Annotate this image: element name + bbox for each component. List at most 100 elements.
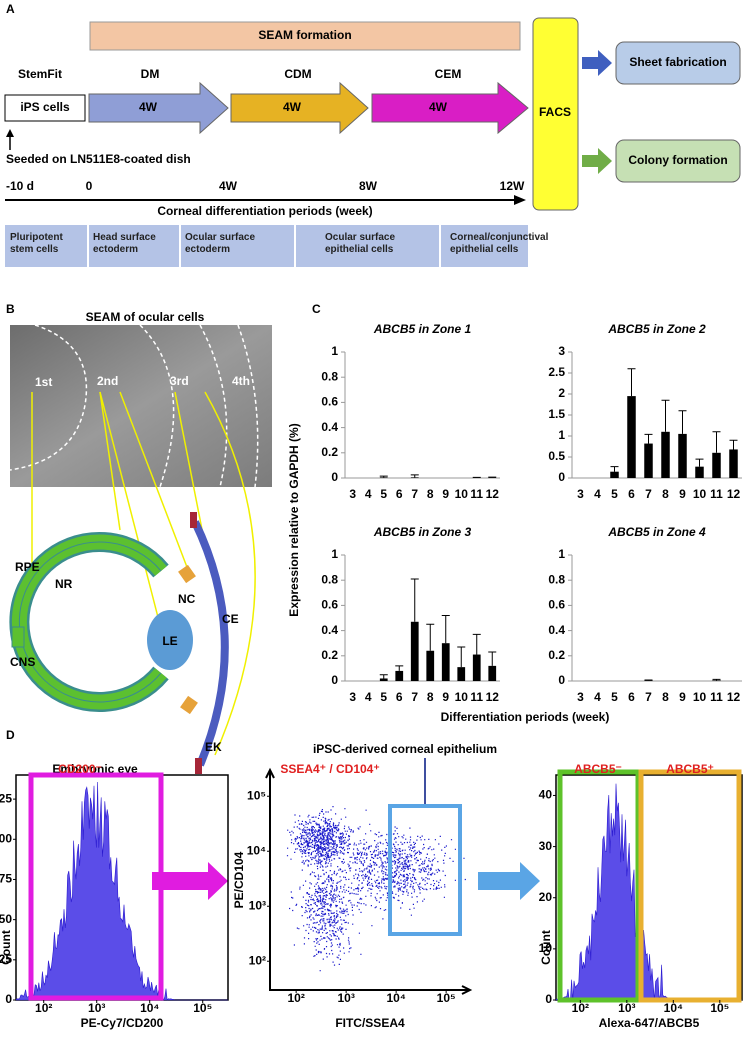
y-tick-label: 3 xyxy=(558,344,565,358)
bar xyxy=(457,667,466,681)
y-tick-label: 0.6 xyxy=(321,395,338,409)
y-axis-label: Count xyxy=(539,930,553,965)
y-tick-label: 2.5 xyxy=(548,365,565,379)
timeline-label: Corneal differentiation periods (week) xyxy=(157,204,372,218)
bar xyxy=(678,433,687,478)
x-tick-label: 10² xyxy=(35,1001,52,1015)
y-tick-label: 125 xyxy=(0,791,12,805)
x-tick-label: 11 xyxy=(470,487,483,501)
x-tick-label: 10³ xyxy=(337,991,354,1005)
output-label: Sheet fabrication xyxy=(629,55,726,69)
bar xyxy=(426,650,435,681)
x-tick-label: 5 xyxy=(611,690,618,704)
zone-boundaries xyxy=(9,324,259,488)
part-label: NR xyxy=(55,577,73,591)
x-tick-label: 10 xyxy=(455,690,469,704)
x-tick-label: 9 xyxy=(679,487,686,501)
panel-title: iPSC-derived corneal epithelium xyxy=(313,742,497,756)
x-tick-label: 3 xyxy=(349,487,356,501)
bar xyxy=(410,477,419,478)
error-bar xyxy=(661,399,670,432)
x-tick-label: 4 xyxy=(594,690,601,704)
x-tick-label: 6 xyxy=(396,690,403,704)
x-tick-label: 3 xyxy=(577,487,584,501)
y-tick-label: 0.4 xyxy=(321,623,338,637)
medium: CDM xyxy=(284,67,311,81)
error-bar xyxy=(426,623,435,651)
bar xyxy=(695,466,704,478)
x-tick-label: 11 xyxy=(710,690,723,704)
part-label: NC xyxy=(178,592,196,606)
facs-box xyxy=(532,17,579,211)
x-tick-label: 10² xyxy=(572,1001,589,1015)
seam-bar xyxy=(89,21,521,51)
facs-label: FACS xyxy=(539,105,571,119)
gate-label: ABCB5⁻ xyxy=(574,762,622,776)
error-bar xyxy=(457,646,466,668)
gate-box xyxy=(28,772,164,1001)
x-tick-label: 6 xyxy=(628,487,635,501)
seed-note: Seeded on LN511E8-coated dish xyxy=(6,152,191,166)
x-tick-label: 5 xyxy=(611,487,618,501)
arrow xyxy=(582,50,612,76)
x-tick-label: 5 xyxy=(380,690,387,704)
x-axis-label: Alexa-647/ABCB5 xyxy=(599,1016,700,1030)
x-tick-label: 11 xyxy=(470,690,483,704)
error-bar xyxy=(610,466,619,472)
error-bar xyxy=(488,651,497,666)
panel-label: C xyxy=(312,302,321,316)
output-box xyxy=(615,139,741,183)
y-tick-label: 10³ xyxy=(249,898,266,912)
bar xyxy=(661,431,670,478)
chart-title: ABCB5 in Zone 4 xyxy=(607,525,706,539)
stage: Pluripotent stem cells xyxy=(10,232,63,255)
error-bar xyxy=(627,368,636,397)
y-tick-label: 1.5 xyxy=(548,407,565,421)
y-tick-label: 0 xyxy=(545,992,552,1006)
part-label: RPE xyxy=(15,560,40,574)
zone-label: 2nd xyxy=(97,374,118,388)
eyecup xyxy=(11,534,167,710)
x-tick-label: 10 xyxy=(455,487,469,501)
error-bar xyxy=(410,578,419,622)
cns-stalk xyxy=(11,626,25,648)
y-tick-label: 0.2 xyxy=(548,648,565,662)
y-tick-label: 0 xyxy=(558,673,565,687)
y-tick-label: 1 xyxy=(558,547,565,561)
y-tick-label: 25 xyxy=(0,952,12,966)
seed-arrow-head xyxy=(6,129,14,137)
axis-heads xyxy=(265,767,473,995)
ips-box xyxy=(4,94,86,122)
stage: Ocular surface epithelial cells xyxy=(325,232,396,255)
gate-box xyxy=(638,769,742,1003)
duration: 4W xyxy=(283,100,302,114)
zone-label: 1st xyxy=(35,375,52,389)
stage: Head surface ectoderm xyxy=(93,232,156,255)
x-tick-label: 10⁵ xyxy=(710,1001,729,1015)
y-tick-label: 20 xyxy=(539,890,553,904)
chart-title: ABCB5 in Zone 1 xyxy=(373,322,472,336)
duration: 4W xyxy=(139,100,158,114)
y-tick-label: 0.4 xyxy=(321,420,338,434)
x-tick-label: 8 xyxy=(662,690,669,704)
gate-label: CD200⁻ xyxy=(58,762,102,776)
bar xyxy=(729,449,738,478)
x-axis-label: FITC/SSEA4 xyxy=(335,1016,405,1030)
x-tick-label: 6 xyxy=(396,487,403,501)
x-tick-label: 7 xyxy=(645,690,652,704)
lens xyxy=(147,610,193,670)
part-label: EK xyxy=(205,740,222,754)
y-tick-label: 0.6 xyxy=(548,598,565,612)
gate-box xyxy=(557,769,641,1003)
y-tick-label: 50 xyxy=(0,912,12,926)
y-tick-label: 0 xyxy=(558,470,565,484)
x-tick-label: 9 xyxy=(679,690,686,704)
y-tick-label: 1 xyxy=(331,344,338,358)
y-tick-label: 0 xyxy=(331,470,338,484)
x-tick-label: 12 xyxy=(486,690,500,704)
error-bar xyxy=(644,679,653,681)
x-tick-label: 11 xyxy=(710,487,723,501)
x-tick-label: 7 xyxy=(411,690,418,704)
chart-title: ABCB5 in Zone 2 xyxy=(607,322,706,336)
